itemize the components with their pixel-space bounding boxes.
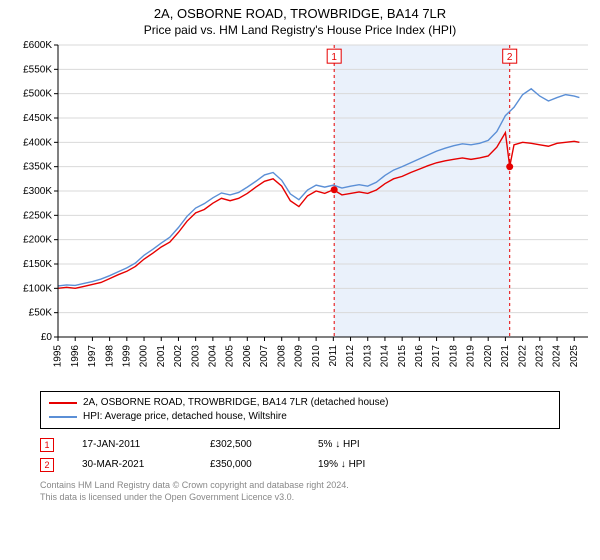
svg-text:1998: 1998: [104, 345, 115, 368]
legend-label: HPI: Average price, detached house, Wilt…: [83, 410, 287, 424]
svg-text:2001: 2001: [156, 345, 167, 368]
sale-row: 1 17-JAN-2011 £302,500 5% ↓ HPI: [40, 435, 560, 455]
sale-date: 30-MAR-2021: [82, 455, 182, 475]
svg-text:2003: 2003: [190, 345, 201, 368]
svg-text:2015: 2015: [397, 345, 408, 368]
svg-text:£150K: £150K: [23, 259, 52, 270]
page-title: 2A, OSBORNE ROAD, TROWBRIDGE, BA14 7LR: [0, 0, 600, 21]
svg-text:£350K: £350K: [23, 162, 52, 173]
svg-text:2025: 2025: [569, 345, 580, 368]
svg-text:£50K: £50K: [29, 308, 53, 319]
svg-text:2009: 2009: [294, 345, 305, 368]
svg-text:2019: 2019: [466, 345, 477, 368]
svg-text:£200K: £200K: [23, 235, 52, 246]
sale-index-icon: 1: [40, 438, 54, 452]
svg-text:2024: 2024: [552, 345, 563, 368]
legend-swatch: [49, 416, 77, 418]
page-subtitle: Price paid vs. HM Land Registry's House …: [0, 21, 600, 37]
svg-text:2: 2: [507, 52, 513, 63]
svg-text:2010: 2010: [311, 345, 322, 368]
svg-text:2005: 2005: [225, 345, 236, 368]
svg-text:2014: 2014: [380, 345, 391, 368]
sale-date: 17-JAN-2011: [82, 435, 182, 455]
svg-text:£100K: £100K: [23, 283, 52, 294]
footer-line-2: This data is licensed under the Open Gov…: [40, 491, 560, 503]
svg-text:£600K: £600K: [23, 40, 52, 51]
sale-price: £302,500: [210, 435, 290, 455]
svg-text:2008: 2008: [276, 345, 287, 368]
svg-text:2004: 2004: [208, 345, 219, 368]
svg-text:2017: 2017: [431, 345, 442, 368]
svg-text:2022: 2022: [517, 345, 528, 368]
svg-text:2000: 2000: [139, 345, 150, 368]
svg-text:2016: 2016: [414, 345, 425, 368]
svg-text:£250K: £250K: [23, 210, 52, 221]
svg-text:2021: 2021: [500, 345, 511, 368]
svg-text:2020: 2020: [483, 345, 494, 368]
svg-text:2007: 2007: [259, 345, 270, 368]
svg-text:2011: 2011: [328, 345, 339, 367]
svg-text:£300K: £300K: [23, 186, 52, 197]
svg-text:£550K: £550K: [23, 64, 52, 75]
svg-text:1996: 1996: [70, 345, 81, 368]
svg-text:1995: 1995: [53, 345, 64, 368]
svg-text:£450K: £450K: [23, 113, 52, 124]
svg-text:2006: 2006: [242, 345, 253, 368]
price-chart: £0 £50K £100K £150K £200K £250K £300K £350K £400…: [0, 37, 600, 387]
sale-diff: 5% ↓ HPI: [318, 435, 360, 455]
footer: Contains HM Land Registry data © Crown c…: [40, 479, 560, 503]
svg-text:2018: 2018: [448, 345, 459, 368]
svg-text:1: 1: [331, 52, 337, 63]
sale-row: 2 30-MAR-2021 £350,000 19% ↓ HPI: [40, 455, 560, 475]
svg-text:2012: 2012: [345, 345, 356, 368]
svg-text:£400K: £400K: [23, 137, 52, 148]
legend: 2A, OSBORNE ROAD, TROWBRIDGE, BA14 7LR (…: [40, 391, 560, 429]
svg-text:2023: 2023: [534, 345, 545, 368]
footer-line-1: Contains HM Land Registry data © Crown c…: [40, 479, 560, 491]
svg-text:1999: 1999: [121, 345, 132, 368]
svg-text:£500K: £500K: [23, 89, 52, 100]
sale-diff: 19% ↓ HPI: [318, 455, 365, 475]
legend-swatch: [49, 402, 77, 404]
legend-row: HPI: Average price, detached house, Wilt…: [49, 410, 551, 424]
svg-text:2002: 2002: [173, 345, 184, 368]
sales-table: 1 17-JAN-2011 £302,500 5% ↓ HPI 2 30-MAR-2021…: [40, 435, 560, 475]
svg-text:1997: 1997: [87, 345, 98, 368]
sale-index-icon: 2: [40, 458, 54, 472]
sale-price: £350,000: [210, 455, 290, 475]
svg-text:£0: £0: [41, 332, 53, 343]
svg-text:2013: 2013: [362, 345, 373, 368]
legend-label: 2A, OSBORNE ROAD, TROWBRIDGE, BA14 7LR (…: [83, 396, 388, 410]
legend-row: 2A, OSBORNE ROAD, TROWBRIDGE, BA14 7LR (…: [49, 396, 551, 410]
